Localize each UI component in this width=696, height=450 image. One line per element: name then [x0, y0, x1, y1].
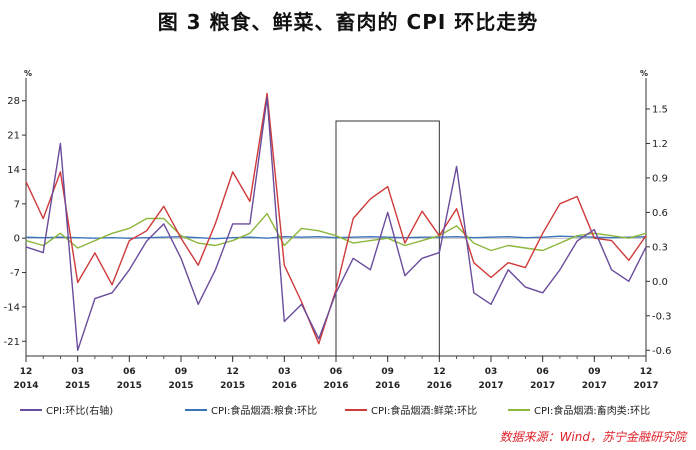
x-tick-year: 2017 — [582, 381, 607, 391]
x-tick-month: 09 — [588, 367, 601, 377]
x-tick-year: 2017 — [530, 381, 555, 391]
x-tick-month: 12 — [433, 367, 446, 377]
left-axis-tick-label: 0 — [14, 234, 20, 245]
highlight-rect — [335, 120, 440, 357]
x-tick-month: 06 — [536, 367, 549, 377]
x-tick-month: 03 — [485, 367, 498, 377]
series-line-3 — [25, 212, 647, 252]
left-axis-tick-label: 7 — [14, 199, 20, 210]
right-axis-tick-label: 0.6 — [652, 208, 668, 219]
right-axis-tick-label: -0.3 — [652, 311, 672, 322]
right-axis-tick-label: 0.3 — [652, 242, 668, 253]
x-tick-month: 03 — [71, 367, 84, 377]
chart-title: 图 3 粮食、鲜菜、畜肉的 CPI 环比走势 — [157, 10, 539, 34]
right-axis-unit: % — [640, 69, 648, 78]
right-axis-tick-label: 1.5 — [652, 104, 668, 115]
x-tick-month: 09 — [381, 367, 394, 377]
x-tick-year: 2015 — [168, 381, 193, 391]
x-tick-year: 2014 — [13, 381, 38, 391]
legend-label-3: CPI:食品烟酒:畜肉类:环比 — [534, 404, 650, 417]
series-line-1 — [25, 235, 647, 240]
series-line-2 — [25, 92, 647, 345]
x-tick-month: 12 — [640, 367, 653, 377]
x-tick-year: 2015 — [117, 381, 142, 391]
x-tick-month: 12 — [20, 367, 33, 377]
x-tick-month: 12 — [226, 367, 239, 377]
x-tick-year: 2015 — [65, 381, 90, 391]
legend-label-1: CPI:食品烟酒:粮食:环比 — [211, 404, 317, 417]
x-tick-year: 2016 — [427, 381, 452, 391]
x-tick-year: 2016 — [272, 381, 297, 391]
x-tick-month: 06 — [123, 367, 136, 377]
x-tick-month: 03 — [278, 367, 291, 377]
source-note: 数据来源：Wind，苏宁金融研究院 — [499, 430, 686, 444]
right-axis-tick-label: 0.9 — [652, 173, 668, 184]
x-tick-year: 2015 — [220, 381, 245, 391]
x-tick-month: 09 — [175, 367, 188, 377]
right-axis-tick-label: 1.2 — [652, 139, 668, 150]
right-axis-tick-label: -0.6 — [652, 346, 672, 357]
left-axis-tick-label: 14 — [7, 165, 20, 176]
left-axis-tick-label: -21 — [4, 337, 20, 348]
left-axis-unit: % — [24, 69, 32, 78]
series-lines — [25, 92, 647, 351]
legend: CPI:环比(右轴) CPI:食品烟酒:粮食:环比 CPI:食品烟酒:鲜菜:环比 CP… — [20, 404, 650, 417]
legend-label-0: CPI:环比(右轴) — [46, 404, 113, 417]
series-line-0 — [25, 96, 647, 351]
x-tick-year: 2017 — [633, 381, 658, 391]
x-tick-year: 2016 — [375, 381, 400, 391]
left-axis-tick-label: 28 — [7, 96, 20, 107]
x-tick-year: 2017 — [478, 381, 503, 391]
x-tick-year: 2016 — [323, 381, 348, 391]
right-axis-tick-label: 0.0 — [652, 277, 668, 288]
left-axis-tick-label: 21 — [7, 131, 20, 142]
highlight-box — [335, 120, 440, 357]
chart-axes: % % 28 21 14 7 0 -7 -14 -21 1.5 1.2 0.9 0.6 0.3 0.0 -0.3… — [4, 69, 672, 391]
left-axis-tick-label: -7 — [10, 268, 20, 279]
legend-label-2: CPI:食品烟酒:鲜菜:环比 — [371, 404, 477, 417]
left-axis-tick-label: -14 — [4, 302, 20, 313]
x-tick-month: 06 — [330, 367, 343, 377]
